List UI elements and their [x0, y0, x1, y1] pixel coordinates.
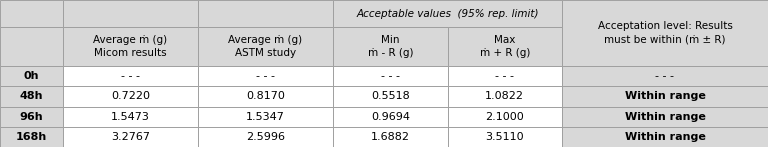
- Text: 1.5473: 1.5473: [111, 112, 150, 122]
- Text: - - -: - - -: [256, 71, 275, 81]
- Bar: [0, 66, 63, 86]
- Bar: [0, 107, 63, 127]
- Bar: [198, 107, 333, 127]
- Text: 1.0822: 1.0822: [485, 91, 525, 101]
- Bar: [0, 86, 63, 107]
- Text: Within range: Within range: [624, 91, 706, 101]
- Text: - - -: - - -: [656, 71, 674, 81]
- Bar: [333, 0, 562, 27]
- Bar: [198, 86, 333, 107]
- Bar: [562, 66, 768, 86]
- Bar: [63, 0, 198, 27]
- Text: Average ṁ (g)
Micom results: Average ṁ (g) Micom results: [94, 35, 167, 58]
- Text: 1.6882: 1.6882: [371, 132, 410, 142]
- Text: Average ṁ (g)
ASTM study: Average ṁ (g) ASTM study: [228, 35, 303, 58]
- Bar: [333, 86, 448, 107]
- Text: 2.1000: 2.1000: [485, 112, 524, 122]
- Bar: [198, 66, 333, 86]
- Text: 168h: 168h: [16, 132, 47, 142]
- Text: - - -: - - -: [121, 71, 140, 81]
- Bar: [333, 66, 448, 86]
- Bar: [333, 107, 448, 127]
- Bar: [448, 27, 562, 66]
- Text: 0.9694: 0.9694: [371, 112, 410, 122]
- Text: 0.8170: 0.8170: [246, 91, 285, 101]
- Bar: [562, 127, 768, 147]
- Text: 0.5518: 0.5518: [371, 91, 409, 101]
- Text: 3.2767: 3.2767: [111, 132, 150, 142]
- Bar: [0, 0, 63, 27]
- Bar: [333, 127, 448, 147]
- Bar: [448, 86, 562, 107]
- Text: 0.7220: 0.7220: [111, 91, 150, 101]
- Bar: [63, 127, 198, 147]
- Text: 0h: 0h: [24, 71, 39, 81]
- Text: Acceptation level: Results
must be within (ṁ ± R): Acceptation level: Results must be withi…: [598, 21, 733, 45]
- Bar: [0, 127, 63, 147]
- Text: Acceptable values  (95% rep. limit): Acceptable values (95% rep. limit): [356, 9, 539, 19]
- Bar: [448, 66, 562, 86]
- Bar: [0, 27, 63, 66]
- Bar: [562, 0, 768, 66]
- Text: Min
ṁ - R (g): Min ṁ - R (g): [368, 35, 413, 58]
- Text: - - -: - - -: [381, 71, 400, 81]
- Text: 3.5110: 3.5110: [485, 132, 524, 142]
- Bar: [448, 127, 562, 147]
- Bar: [63, 27, 198, 66]
- Bar: [198, 27, 333, 66]
- Text: 1.5347: 1.5347: [246, 112, 285, 122]
- Bar: [63, 107, 198, 127]
- Bar: [198, 0, 333, 27]
- Text: 2.5996: 2.5996: [246, 132, 285, 142]
- Bar: [448, 107, 562, 127]
- Text: Max
ṁ + R (g): Max ṁ + R (g): [479, 35, 530, 58]
- Text: 96h: 96h: [20, 112, 43, 122]
- Bar: [333, 27, 448, 66]
- Bar: [562, 107, 768, 127]
- Bar: [562, 86, 768, 107]
- Bar: [198, 127, 333, 147]
- Text: Within range: Within range: [624, 132, 706, 142]
- Text: - - -: - - -: [495, 71, 515, 81]
- Bar: [63, 66, 198, 86]
- Text: 48h: 48h: [20, 91, 43, 101]
- Text: Within range: Within range: [624, 112, 706, 122]
- Bar: [63, 86, 198, 107]
